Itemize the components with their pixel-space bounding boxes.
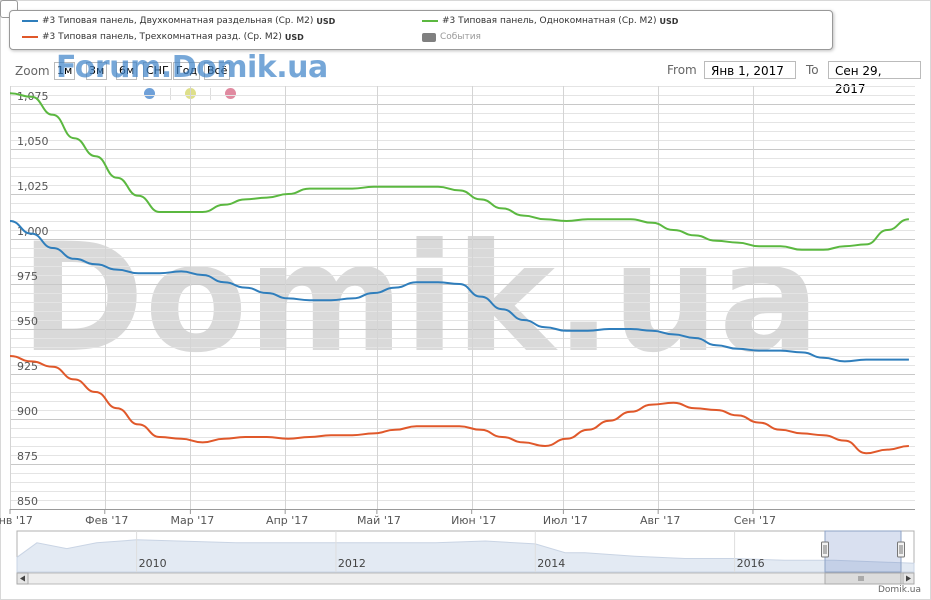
zoom-label: Zoom — [15, 64, 50, 78]
from-date-input[interactable]: Янв 1, 2017 — [704, 61, 796, 79]
series-line-1 — [9, 92, 909, 251]
navigator-year-label: 2014 — [537, 557, 565, 570]
zoom-year-button[interactable]: Год — [173, 62, 201, 80]
scroll-right-arrow-icon — [906, 575, 911, 582]
legend-item-events[interactable]: События — [422, 32, 481, 42]
legend-label: #3 Типовая панель, Трехкомнатная разд. (… — [42, 32, 282, 42]
legend-unit: USD — [659, 16, 679, 26]
chart-legend: #3 Типовая панель, Двухкомнатная раздель… — [9, 10, 833, 50]
x-tick-label: Янв '17 — [0, 514, 33, 527]
legend-item-two-room[interactable]: #3 Типовая панель, Двухкомнатная раздель… — [22, 16, 335, 26]
from-label: From — [667, 63, 697, 77]
navigator-year-label: 2012 — [338, 557, 366, 570]
event-separator — [210, 88, 211, 100]
navigator-selection — [824, 530, 902, 573]
x-tick-label: Авг '17 — [640, 514, 680, 527]
zoom-all-button[interactable]: Всё — [204, 62, 231, 80]
legend-item-one-room[interactable]: #3 Типовая панель, Однокомнатная (Ср. М2… — [422, 16, 678, 26]
legend-line-icon — [22, 20, 38, 22]
series-line-2 — [9, 355, 909, 455]
credit-label[interactable]: Domik.ua — [878, 585, 921, 595]
x-tick-label: Апр '17 — [266, 514, 308, 527]
x-tick-label: Мар '17 — [171, 514, 215, 527]
y-tick-label: 900 — [17, 405, 38, 418]
x-tick-label: Июл '17 — [543, 514, 588, 527]
zoom-6m-button[interactable]: 6м — [116, 62, 138, 80]
legend-unit: USD — [284, 32, 304, 42]
x-tick-label: Сен '17 — [734, 514, 776, 527]
zoom-ytd-button[interactable]: СНГ — [143, 62, 172, 80]
to-label: To — [806, 63, 819, 77]
y-tick-label: 875 — [17, 450, 38, 463]
scroll-left-arrow-icon — [20, 575, 25, 582]
legend-unit: USD — [316, 16, 336, 26]
events-box-icon — [422, 32, 436, 42]
y-tick-label: 950 — [17, 315, 38, 328]
legend-label: #3 Типовая панель, Однокомнатная (Ср. М2… — [442, 16, 657, 26]
y-tick-label: 1,025 — [17, 180, 49, 193]
navigator-year-label: 2010 — [139, 557, 167, 570]
domik-watermark: Domik.ua — [20, 212, 820, 386]
event-dot[interactable] — [144, 88, 155, 99]
zoom-1m-button[interactable]: 1м — [54, 62, 76, 80]
to-date-input[interactable]: Сен 29, 2017 — [828, 61, 921, 96]
legend-label: События — [440, 32, 481, 42]
legend-item-three-room[interactable]: #3 Типовая панель, Трехкомнатная разд. (… — [22, 32, 304, 42]
x-tick-label: Фев '17 — [85, 514, 128, 527]
navigator-handle-right — [897, 541, 905, 558]
legend-line-icon — [422, 20, 438, 22]
y-tick-label: 1,050 — [17, 135, 49, 148]
legend-line-icon — [22, 36, 38, 38]
y-tick-label: 1,000 — [17, 225, 49, 238]
y-tick-label: 975 — [17, 270, 38, 283]
y-tick-label: 925 — [17, 360, 38, 373]
navigator-year-label: 2016 — [737, 557, 765, 570]
x-tick-label: Май '17 — [357, 514, 401, 527]
event-dot[interactable] — [225, 88, 236, 99]
legend-label: #3 Типовая панель, Двухкомнатная раздель… — [42, 16, 314, 26]
scrollbar-track — [16, 572, 915, 585]
navigator-handle-left — [821, 541, 829, 558]
forum-watermark: Forum.Domik.ua — [56, 50, 328, 85]
y-tick-label: 850 — [17, 495, 38, 508]
series-line-0 — [9, 220, 909, 363]
zoom-3m-button[interactable]: 3м — [86, 62, 108, 80]
event-separator — [170, 88, 171, 100]
x-tick-label: Июн '17 — [451, 514, 496, 527]
